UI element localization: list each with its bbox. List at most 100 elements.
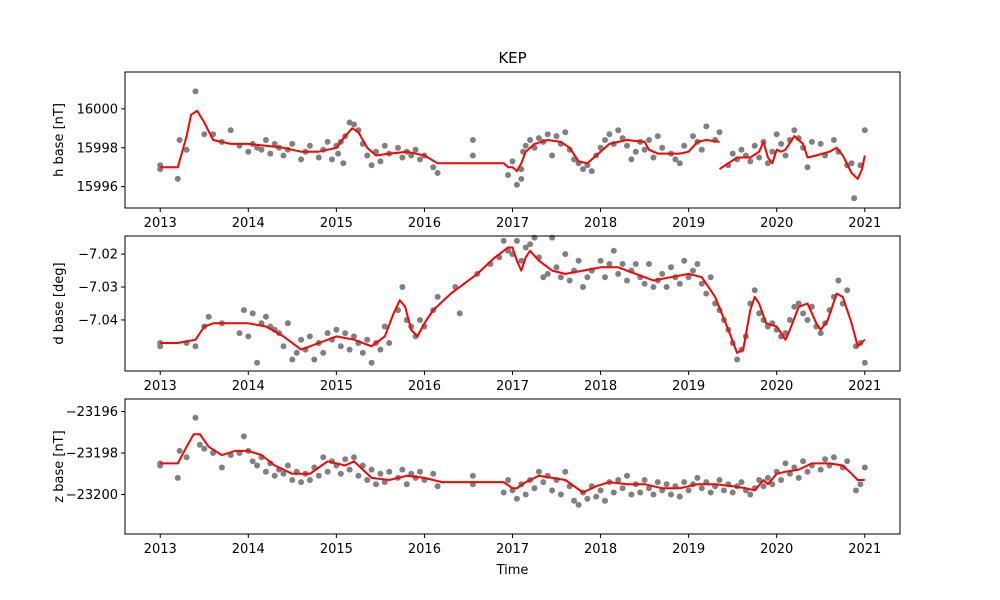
- d-data-point: [298, 336, 305, 343]
- d-data-point: [791, 303, 798, 310]
- d-data-point: [359, 349, 366, 356]
- z-x-tick-label: 2015: [320, 542, 353, 557]
- d-data-point: [861, 359, 868, 366]
- h-data-point: [183, 146, 190, 153]
- h-data-point: [262, 137, 269, 143]
- h-data-point: [562, 129, 569, 136]
- h-data-point: [280, 152, 287, 159]
- h-x-tick-label: 2015: [320, 216, 353, 231]
- d-data-point: [751, 287, 758, 294]
- z-data-point: [196, 441, 203, 448]
- h-data-point: [271, 140, 278, 147]
- z-x-tick-label: 2017: [496, 542, 529, 557]
- z-data-point: [271, 472, 278, 479]
- d-data-point: [280, 343, 287, 350]
- z-data-point: [619, 485, 626, 492]
- d-data-point: [703, 290, 710, 297]
- z-data-point: [769, 481, 776, 488]
- h-data-point: [817, 140, 824, 147]
- d-data-point: [646, 261, 652, 267]
- h-data-point: [527, 137, 534, 143]
- d-x-tick-label: 2019: [672, 379, 705, 394]
- h-data-point: [764, 160, 771, 167]
- z-data-point: [469, 472, 476, 479]
- d-data-point: [694, 261, 701, 267]
- h-data-point: [544, 131, 551, 138]
- h-data-point: [654, 133, 661, 140]
- h-x-tick-label: 2018: [584, 216, 617, 231]
- z-data-point: [315, 472, 322, 479]
- d-data-point: [641, 280, 648, 287]
- h-data-point: [412, 146, 419, 153]
- d-x-tick-label: 2018: [584, 379, 617, 394]
- d-data-point: [566, 277, 573, 284]
- z-data-point: [729, 489, 736, 496]
- z-data-point: [756, 477, 763, 483]
- h-data-point: [659, 144, 666, 151]
- x-axis-label: Time: [496, 563, 529, 578]
- h-data-point: [729, 150, 736, 157]
- z-data-point: [857, 481, 864, 488]
- h-data-point: [258, 146, 265, 153]
- d-data-point: [540, 274, 547, 281]
- z-data-point: [240, 433, 247, 440]
- d-data-point: [205, 313, 212, 320]
- z-data-point: [346, 466, 353, 473]
- h-x-tick-label: 2016: [408, 216, 441, 231]
- d-data-point: [527, 241, 534, 248]
- z-data-point: [403, 481, 410, 488]
- h-data-point: [324, 138, 331, 145]
- z-y-axis-label: z base [nT]: [52, 430, 67, 502]
- h-data-point: [335, 150, 342, 157]
- h-data-point: [513, 181, 520, 188]
- d-y-axis-label: d base [deg]: [52, 262, 67, 344]
- z-data-point: [355, 472, 362, 479]
- z-data-point: [500, 489, 507, 496]
- d-data-point: [240, 307, 247, 314]
- z-data-point: [174, 474, 181, 481]
- z-data-point: [641, 477, 648, 483]
- z-data-point: [176, 447, 183, 454]
- h-data-point: [751, 142, 758, 149]
- z-data-point: [377, 470, 384, 477]
- h-data-point: [351, 121, 357, 128]
- d-data-point: [386, 340, 393, 346]
- z-y-tick-label: −23196: [66, 405, 118, 420]
- z-data-point: [786, 470, 793, 477]
- h-data-point: [628, 156, 635, 163]
- h-x-tick-label: 2019: [672, 216, 705, 231]
- z-data-point: [417, 468, 423, 475]
- d-data-point: [522, 244, 529, 251]
- z-data-point: [505, 477, 512, 483]
- z-x-tick-label: 2014: [232, 542, 265, 557]
- h-data-point: [430, 164, 437, 171]
- d-data-point: [381, 323, 388, 330]
- d-data-point: [364, 336, 371, 343]
- z-data-point: [830, 454, 837, 461]
- d-data-point: [342, 330, 349, 337]
- z-data-point: [337, 470, 344, 477]
- h-x-tick-label: 2021: [848, 216, 881, 231]
- z-y-tick-label: −23198: [66, 447, 118, 462]
- z-data-point: [351, 454, 357, 461]
- d-data-point: [236, 330, 243, 337]
- d-data-point: [311, 356, 318, 363]
- z-data-point: [861, 464, 868, 471]
- d-data-point: [417, 317, 423, 323]
- h-x-tick-label: 2014: [232, 216, 265, 231]
- d-data-point: [606, 261, 613, 267]
- d-data-point: [333, 326, 340, 333]
- z-data-point: [685, 487, 692, 494]
- z-x-tick-label: 2018: [584, 542, 617, 557]
- z-data-point: [804, 468, 811, 475]
- z-data-point: [280, 470, 287, 477]
- z-data-point: [637, 489, 644, 496]
- d-data-point: [676, 280, 683, 287]
- d-x-tick-label: 2014: [232, 379, 265, 394]
- h-data-point: [851, 195, 858, 202]
- z-data-point: [306, 477, 313, 483]
- z-data-point: [373, 481, 379, 488]
- z-data-point: [646, 485, 652, 492]
- h-x-tick-label: 2020: [760, 216, 793, 231]
- h-data-point: [368, 162, 375, 169]
